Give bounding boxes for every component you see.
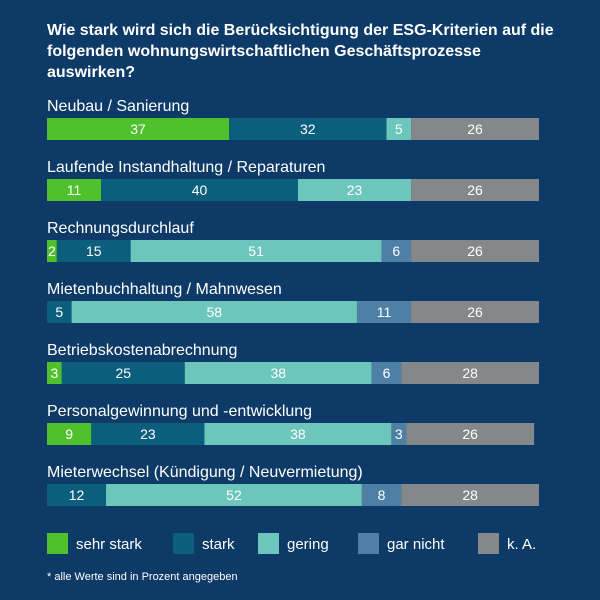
bar-segment [47, 179, 102, 201]
data-label: 25 [115, 365, 131, 381]
category-label: Mieterwechsel (Kündigung / Neuvermietung… [47, 464, 363, 481]
bar-segment [47, 118, 230, 140]
bar-segment [47, 301, 72, 323]
category-label: Mietenbuchhaltung / Mahnwesen [47, 281, 282, 298]
bar-segment [47, 423, 92, 445]
footnote: * alle Werte sind in Prozent angegeben [47, 571, 238, 583]
data-label: 3 [50, 365, 58, 381]
data-label: 15 [86, 243, 102, 259]
data-label: 28 [462, 365, 478, 381]
bar-segment [361, 484, 402, 506]
data-label: 40 [192, 182, 208, 198]
bar-segment [47, 362, 62, 384]
legend-swatch [478, 533, 499, 554]
bar-segment [371, 362, 402, 384]
bar-segment [381, 240, 412, 262]
bar-segment [401, 362, 539, 384]
legend-label: stark [202, 536, 235, 553]
data-label: 23 [347, 182, 363, 198]
category-label: Laufende Instandhaltung / Reparaturen [47, 159, 325, 176]
category-label: Betriebskostenabrechnung [47, 342, 237, 359]
legend-swatch [47, 533, 68, 554]
data-label: 26 [467, 182, 483, 198]
data-label: 6 [392, 243, 400, 259]
bar-segment [47, 240, 57, 262]
data-label: 26 [467, 121, 483, 137]
data-label: 32 [300, 121, 316, 137]
bar-segment [401, 484, 539, 506]
bar-segment [229, 118, 387, 140]
bar-segment [356, 301, 412, 323]
data-label: 51 [248, 243, 264, 259]
bar-segment [391, 423, 407, 445]
legend-swatch [358, 533, 379, 554]
bar-segment [411, 118, 539, 140]
legend-label: sehr stark [76, 536, 142, 553]
data-label: 52 [226, 487, 242, 503]
bar-segment [91, 423, 205, 445]
bar-segment [56, 240, 131, 262]
bar-segment [386, 118, 412, 140]
bar-segment [411, 301, 539, 323]
data-label: 28 [462, 487, 478, 503]
data-label: 9 [65, 426, 73, 442]
data-label: 26 [462, 426, 478, 442]
data-label: 26 [467, 304, 483, 320]
bar-segment [61, 362, 185, 384]
data-label: 11 [377, 304, 392, 320]
data-label: 5 [395, 121, 403, 137]
data-label: 3 [395, 426, 403, 442]
bar-segment [204, 423, 392, 445]
data-label: 26 [467, 243, 483, 259]
data-label: 6 [383, 365, 391, 381]
legend-label: gar nicht [387, 536, 445, 553]
bar-segment [101, 179, 298, 201]
data-label: 37 [130, 121, 146, 137]
legend-swatch [258, 533, 279, 554]
bar-segment [411, 240, 539, 262]
data-label: 38 [290, 426, 306, 442]
bar-segment [411, 179, 539, 201]
legend: sehr stark stark gering gar nicht k. A. [47, 533, 536, 554]
legend-label: gering [287, 536, 329, 553]
data-label: 2 [48, 243, 56, 259]
data-label: 23 [140, 426, 156, 442]
data-label: 11 [67, 182, 82, 198]
category-label: Neubau / Sanierung [47, 98, 189, 115]
data-label: 5 [55, 304, 63, 320]
legend-label: k. A. [507, 536, 536, 553]
chart-title: Wie stark wird sich die Berücksichtigung… [47, 22, 554, 81]
data-label: 58 [206, 304, 222, 320]
bar-segment [184, 362, 372, 384]
data-label: 12 [69, 487, 85, 503]
bar-segment [297, 179, 412, 201]
bar-segment [406, 423, 535, 445]
bar-segment [71, 301, 357, 323]
bar-segment [130, 240, 382, 262]
data-label: 38 [270, 365, 286, 381]
legend-swatch [173, 533, 194, 554]
category-label: Personalgewinnung und -entwicklung [47, 403, 312, 420]
data-label: 8 [378, 487, 386, 503]
category-label: Rechnungsdurchlauf [47, 220, 194, 237]
bar-segment [106, 484, 362, 506]
bar-segment [47, 484, 107, 506]
